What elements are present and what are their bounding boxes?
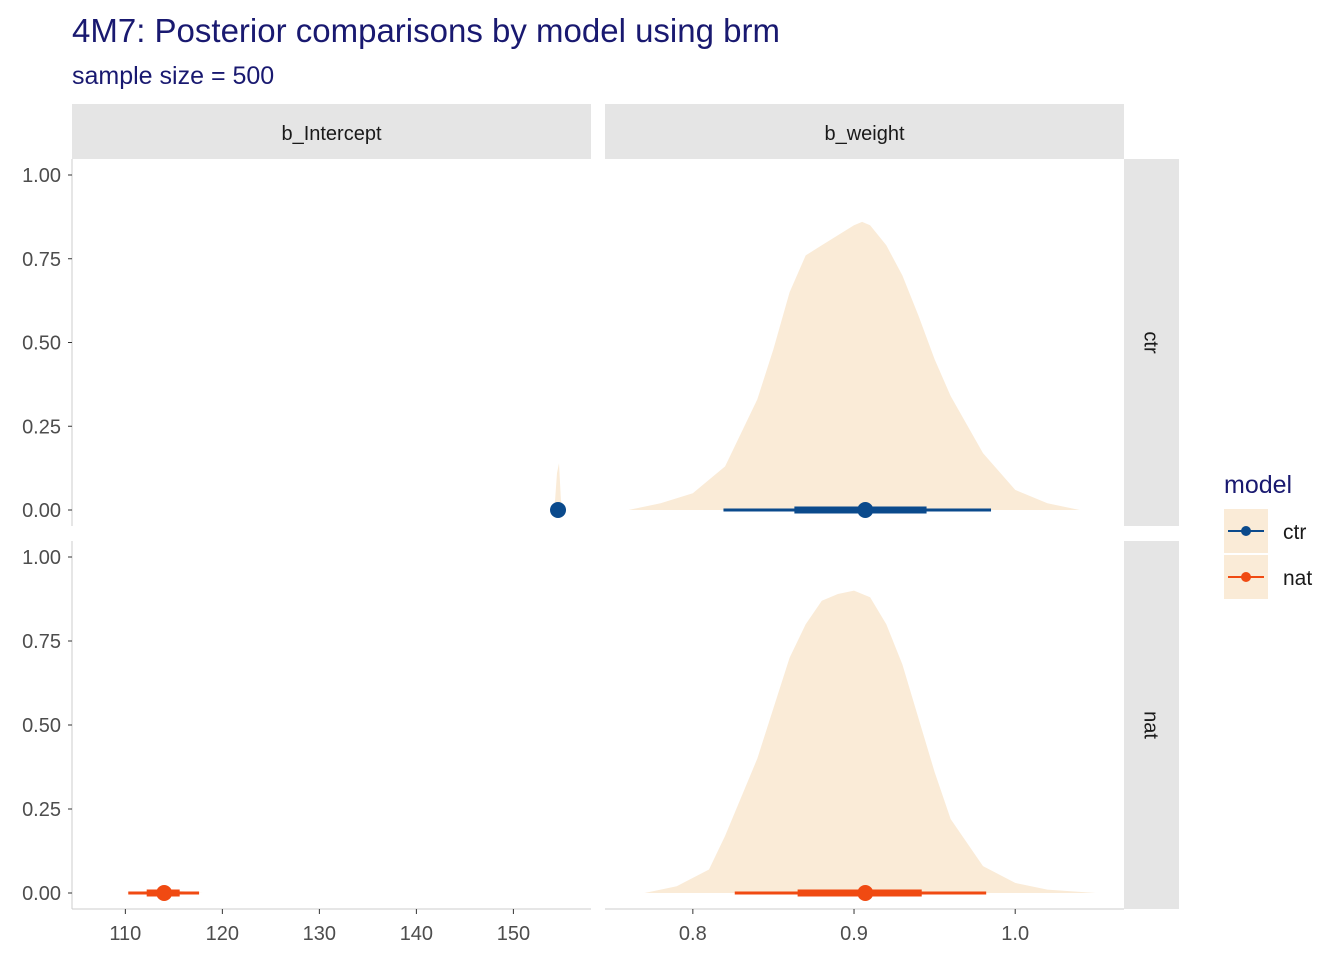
y-tick-label: 0.00: [22, 500, 61, 522]
strip-bg: [605, 104, 1124, 159]
x-tick-label: 0.8: [679, 923, 707, 945]
x-tick-label: 120: [206, 923, 239, 945]
y-tick-label: 0.75: [22, 631, 61, 653]
chart-title: 4M7: Posterior comparisons by model usin…: [72, 12, 780, 49]
y-axes: 0.00 0.25 0.50 0.75 1.00 0.00 0.25 0.50 0.75 1.00: [22, 159, 73, 909]
x-tick-label: 1.0: [1001, 923, 1029, 945]
strip-right-ctr: ctr: [1124, 159, 1179, 526]
legend-key-nat: [1224, 555, 1268, 599]
x-tick-label: 150: [497, 923, 530, 945]
y-tick-label: 1.00: [22, 547, 61, 569]
y-tick-label: 0.75: [22, 249, 61, 271]
legend-key-ctr: [1224, 509, 1268, 553]
strip-bg: [72, 104, 591, 159]
x-axes: 110 120 130 140 150 0.8 0.9 1.0: [72, 908, 1124, 945]
strip-bg: [1124, 541, 1179, 909]
density-area: [553, 463, 563, 510]
y-tick-label: 0.00: [22, 883, 61, 905]
x-tick-label: 140: [400, 923, 433, 945]
x-tick-label: 110: [109, 923, 141, 945]
legend-label-nat: nat: [1283, 567, 1312, 590]
legend-key-point: [1241, 526, 1251, 536]
strip-right-nat: nat: [1124, 541, 1179, 909]
panel-nat-b-intercept: [125, 885, 203, 901]
legend: model ctr nat: [1224, 471, 1312, 599]
strip-top-b-weight: b_weight: [605, 104, 1124, 159]
x-tick-label: 0.9: [840, 923, 868, 945]
density-area: [628, 221, 1080, 510]
strip-label: b_Intercept: [281, 123, 382, 145]
point-estimate: [857, 885, 874, 901]
y-tick-label: 0.25: [22, 799, 61, 821]
panel-nat-b-weight: [644, 590, 1096, 901]
y-tick-label: 0.50: [22, 715, 61, 737]
strip-label: nat: [1140, 711, 1162, 739]
x-tick-label: 130: [303, 923, 336, 945]
point-estimate: [550, 502, 567, 518]
legend-title: model: [1224, 471, 1292, 499]
panel-layer: [125, 221, 1096, 901]
panel-ctr-b-intercept: [550, 463, 567, 518]
point-estimate: [857, 502, 874, 518]
y-tick-label: 0.50: [22, 333, 61, 355]
density-area: [644, 590, 1096, 893]
strip-label: b_weight: [824, 123, 905, 145]
chart-subtitle: sample size = 500: [72, 62, 274, 90]
strip-label: ctr: [1140, 331, 1162, 354]
y-tick-label: 1.00: [22, 165, 61, 187]
y-tick-label: 0.25: [22, 416, 61, 438]
strip-top-b-intercept: b_Intercept: [72, 104, 591, 159]
legend-label-ctr: ctr: [1283, 521, 1306, 544]
strip-bg: [1124, 159, 1179, 526]
panel-ctr-b-weight: [628, 221, 1080, 518]
legend-key-point: [1241, 572, 1251, 582]
point-estimate: [156, 885, 173, 901]
